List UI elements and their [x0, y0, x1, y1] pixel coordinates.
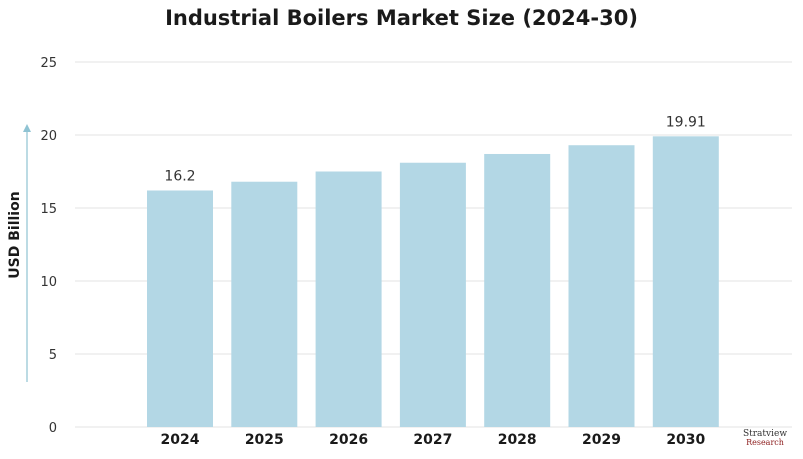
y-axis-label: USD Billion	[7, 191, 23, 278]
y-tick-label: 5	[49, 348, 57, 363]
stratview-logo: Stratview Research	[730, 430, 800, 458]
x-tick-label: 2027	[413, 432, 452, 448]
logo-line-1: Stratview	[742, 429, 788, 439]
logo-line-2: Research	[746, 438, 784, 447]
x-tick-label: 2026	[329, 432, 368, 448]
y-tick-label: 10	[40, 275, 57, 290]
y-tick-label: 15	[40, 202, 57, 217]
y-tick-label: 20	[40, 129, 57, 144]
y-axis-ticks: 0 5 10 15 20 25	[40, 56, 57, 436]
bar-2026	[315, 171, 382, 427]
bars	[147, 136, 719, 428]
bar-2028	[484, 153, 551, 428]
bar-2027	[399, 162, 466, 428]
chart-title: Industrial Boilers Market Size (2024-30)	[165, 6, 638, 30]
x-tick-label: 2030	[666, 432, 705, 448]
y-tick-label: 25	[40, 56, 57, 71]
x-tick-label: 2025	[245, 432, 284, 448]
bar-2030	[652, 136, 719, 427]
y-tick-label: 0	[49, 421, 57, 436]
data-label-2030: 19.91	[666, 114, 706, 130]
x-tick-label: 2028	[498, 432, 537, 448]
x-tick-label: 2029	[582, 432, 621, 448]
x-tick-label: 2024	[161, 432, 200, 448]
x-axis-labels: 2024 2025 2026 2027 2028 2029 2030	[161, 432, 706, 448]
bar-2024	[147, 190, 213, 427]
bar-2029	[568, 145, 635, 427]
y-axis-arrow	[23, 124, 31, 382]
bar-2025	[231, 181, 298, 427]
data-label-2024: 16.2	[164, 168, 195, 184]
data-labels: 16.2 19.91	[164, 114, 705, 184]
